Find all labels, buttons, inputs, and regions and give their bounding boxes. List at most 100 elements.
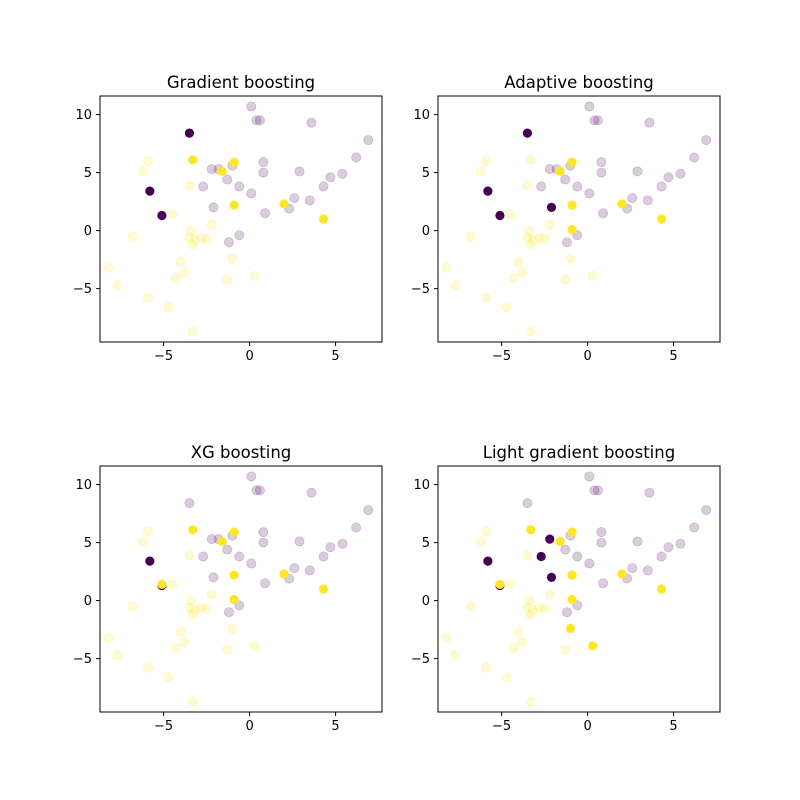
faded-point-class-0 — [294, 536, 305, 547]
faded-point-class-0 — [351, 152, 362, 163]
faded-point-class-0 — [596, 537, 607, 548]
faded-point-class-0 — [644, 117, 655, 128]
faded-point-class-0 — [337, 538, 348, 549]
faded-point-class-0 — [689, 522, 700, 533]
subplot-adaptive-boosting: Adaptive boosting −5 0 5 −5 0 5 10 — [411, 73, 721, 364]
faded-point-class-0 — [572, 551, 583, 562]
faded-point-class-1 — [103, 632, 114, 643]
faded-point-class-1 — [186, 225, 197, 236]
faded-point-class-0 — [258, 157, 269, 168]
faded-point-class-0 — [589, 115, 600, 126]
faded-point-class-1 — [544, 219, 555, 230]
faded-point-class-0 — [584, 471, 595, 482]
highlighted-point-class-0 — [483, 186, 493, 196]
faded-point-class-1 — [196, 232, 207, 243]
faded-point-class-0 — [663, 172, 674, 183]
faded-point-class-1 — [187, 696, 198, 707]
faded-point-class-1 — [170, 273, 181, 284]
faded-point-class-1 — [501, 302, 512, 313]
x-tick-label: 0 — [245, 349, 253, 364]
x-tick-label: −5 — [492, 349, 511, 364]
highlighted-point-class-0 — [145, 556, 155, 566]
faded-point-class-1 — [475, 166, 486, 177]
faded-point-class-0 — [206, 164, 217, 175]
faded-point-class-1 — [505, 579, 516, 590]
faded-point-class-1 — [513, 626, 524, 637]
faded-point-class-0 — [246, 101, 257, 112]
faded-point-class-1 — [196, 602, 207, 613]
faded-point-class-1 — [525, 696, 536, 707]
faded-point-class-0 — [363, 135, 374, 146]
faded-point-class-1 — [525, 609, 536, 620]
faded-point-class-0 — [325, 172, 336, 183]
highlighted-point-class-1 — [318, 214, 329, 224]
faded-point-class-1 — [522, 602, 533, 613]
faded-point-class-1 — [565, 253, 576, 264]
subplot-light-gradient-boosting: Light gradient boosting −5 0 5 −5 0 5 10 — [411, 443, 721, 734]
faded-point-class-1 — [587, 270, 598, 281]
chart-title: XG boosting — [191, 443, 292, 462]
faded-point-class-1 — [505, 209, 516, 220]
y-tick-label: 5 — [422, 536, 430, 551]
faded-point-class-0 — [258, 167, 269, 178]
highlighted-point-class-0 — [536, 551, 546, 562]
x-tick-label: −5 — [154, 349, 173, 364]
faded-point-class-0 — [222, 544, 233, 555]
faded-point-class-1 — [184, 602, 195, 613]
subplot-xg-boosting: XG boosting −5 0 5 −5 0 5 10 — [73, 443, 383, 734]
highlighted-point-class-0 — [184, 128, 195, 138]
faded-point-class-0 — [306, 117, 317, 128]
x-tick-label: 5 — [331, 349, 339, 364]
faded-point-class-0 — [572, 181, 583, 192]
faded-point-class-1 — [522, 232, 533, 243]
faded-point-class-0 — [304, 195, 315, 206]
faded-point-class-1 — [184, 550, 195, 561]
axes-frame — [99, 465, 383, 713]
faded-point-class-1 — [163, 302, 174, 313]
faded-point-class-1 — [517, 637, 528, 648]
x-tick-label: 5 — [669, 349, 677, 364]
faded-point-class-1 — [143, 662, 154, 673]
faded-point-class-1 — [441, 262, 452, 273]
highlighted-point-class-1 — [588, 641, 598, 651]
faded-point-class-0 — [584, 101, 595, 112]
highlighted-point-class-1 — [188, 525, 198, 535]
highlighted-point-class-1 — [555, 536, 565, 547]
faded-point-class-0 — [234, 551, 245, 562]
faded-point-class-1 — [522, 550, 533, 561]
highlighted-point-class-1 — [617, 569, 627, 579]
faded-point-class-1 — [465, 601, 476, 612]
faded-point-class-0 — [254, 485, 265, 496]
faded-point-class-1 — [525, 326, 536, 337]
faded-point-class-1 — [227, 253, 238, 264]
faded-point-class-1 — [508, 273, 519, 284]
highlighted-point-class-1 — [567, 157, 577, 167]
faded-point-class-0 — [561, 607, 572, 618]
faded-point-class-1 — [189, 604, 200, 615]
faded-point-class-0 — [561, 237, 572, 248]
faded-point-class-1 — [189, 234, 200, 245]
faded-point-class-1 — [184, 180, 195, 191]
faded-point-class-1 — [201, 233, 212, 244]
faded-point-class-0 — [689, 152, 700, 163]
faded-point-class-1 — [544, 589, 555, 600]
faded-point-class-0 — [258, 527, 269, 538]
faded-point-class-0 — [223, 607, 234, 618]
faded-point-class-0 — [536, 181, 547, 192]
highlighted-point-class-1 — [567, 200, 577, 210]
faded-point-class-0 — [522, 498, 533, 509]
faded-point-class-1 — [450, 280, 461, 291]
faded-point-class-1 — [187, 326, 198, 337]
faded-point-class-0 — [656, 181, 667, 192]
faded-point-class-1 — [517, 267, 528, 278]
highlighted-point-class-1 — [229, 200, 239, 210]
faded-point-class-0 — [306, 487, 317, 498]
faded-point-class-0 — [208, 202, 219, 213]
faded-point-class-0 — [632, 536, 643, 547]
faded-point-class-0 — [584, 558, 595, 569]
faded-point-class-0 — [223, 237, 234, 248]
faded-point-class-0 — [584, 188, 595, 199]
highlighted-point-class-1 — [656, 584, 667, 594]
faded-point-class-1 — [170, 643, 181, 654]
